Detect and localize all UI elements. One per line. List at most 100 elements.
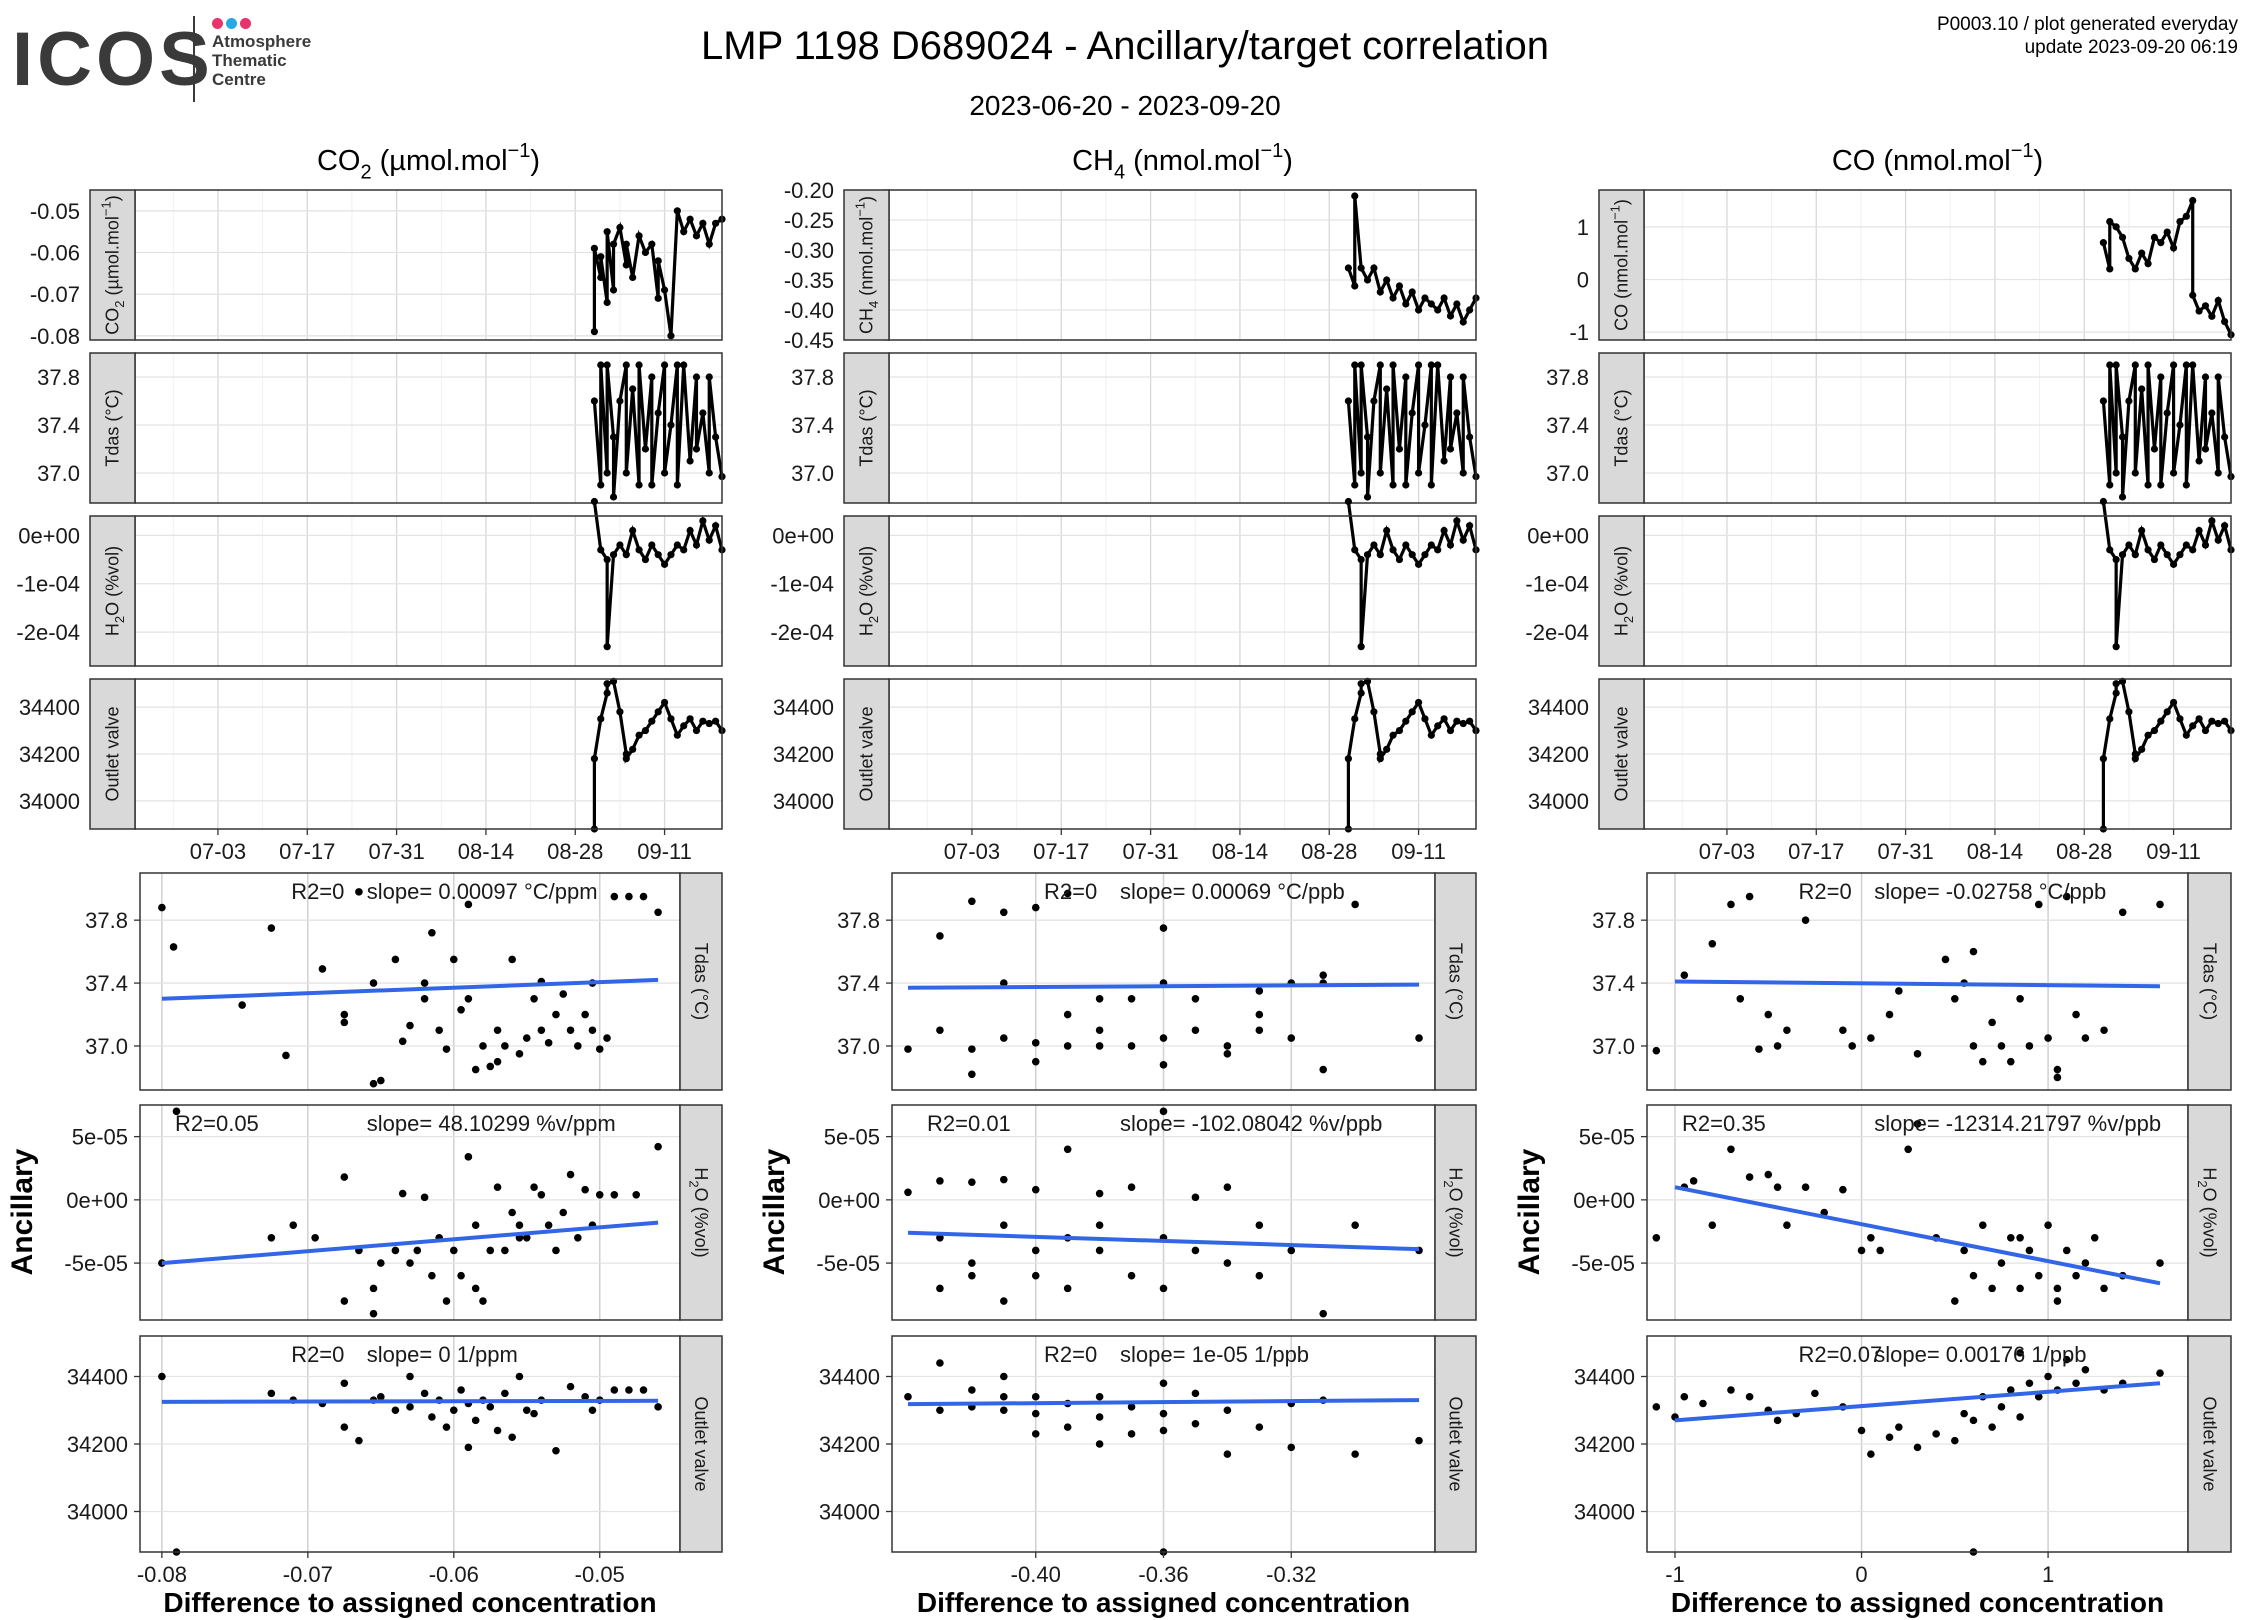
scatter-point [1223, 1050, 1232, 1058]
scatter-point [471, 1221, 480, 1229]
series-point [1408, 288, 1416, 296]
series-point [2163, 409, 2171, 417]
scatter-point [2156, 900, 2164, 909]
scatter-point [2081, 1365, 2090, 1374]
series-point [1459, 536, 1467, 544]
series-point [1427, 300, 1435, 308]
timeseries-panel-0-0: -0.08 -0.07 -0.06 -0.05 CO2​ (µmol.mol−1​) [30, 189, 726, 349]
series-point [712, 219, 720, 227]
series-point [2208, 517, 2216, 525]
scatter-point [435, 1026, 443, 1035]
r2-annotation: R2=0 [291, 879, 344, 904]
scatter-point [1095, 994, 1104, 1003]
y-tick-label: 0e+00 [66, 1188, 128, 1213]
series-point [1344, 397, 1352, 405]
logo-divider [193, 16, 195, 102]
scatter-point [1127, 1271, 1136, 1280]
y-tick-label: 37.4 [837, 971, 880, 996]
scatter-point [1063, 1010, 1072, 1019]
timeseries-column-1: -0.45 -0.40 -0.35 -0.30 -0.25 -0.20 CH4​ (nmol… [770, 178, 1480, 864]
series-point [2201, 726, 2210, 735]
series-point [692, 232, 701, 240]
scatter-point [158, 1372, 166, 1381]
series-point [1427, 481, 1435, 489]
scatter-point [501, 1389, 509, 1398]
series-point [1344, 497, 1352, 506]
y-tick-label: -0.30 [784, 238, 834, 263]
scatter-point [464, 1153, 473, 1161]
scatter-point [2118, 908, 2127, 917]
scatter-point [1783, 1221, 1791, 1229]
panel-background [135, 516, 722, 666]
series-point [654, 551, 662, 559]
series-point [2144, 546, 2152, 554]
y-tick-label: -2e-04 [770, 620, 834, 645]
scatter-point [420, 1389, 429, 1398]
scatter-point [625, 892, 633, 901]
series-point [641, 726, 650, 735]
series-point [1370, 708, 1378, 716]
panel-background [140, 1105, 680, 1320]
scatter-column-1: 37.0 37.4 37.8 R2=0 slope= 0.00069 °C/ppb Tda… [758, 872, 1477, 1618]
series-point [609, 493, 618, 501]
series-point [2138, 526, 2146, 535]
scatter-point [1736, 994, 1745, 1003]
scatter-point [2016, 994, 2024, 1003]
scatter-point [413, 1246, 422, 1255]
strip-box [679, 1104, 723, 1321]
series-point [712, 522, 720, 530]
scatter-point [1857, 1426, 1866, 1435]
series-point [1402, 717, 1410, 725]
series-point [616, 708, 624, 716]
slope-annotation: slope= 48.10299 %v/ppm [367, 1111, 616, 1136]
y-tick-label: -2e-04 [16, 620, 80, 645]
series-point [1402, 481, 1410, 489]
logo-dots [212, 16, 251, 34]
series-point [686, 457, 694, 465]
scatter-point [552, 1246, 560, 1255]
scatter-point [508, 1433, 516, 1442]
series-point [2118, 433, 2127, 441]
scatter-point [1031, 1057, 1040, 1066]
series-point [1376, 755, 1384, 763]
series-point [2189, 546, 2197, 554]
series-point [2182, 361, 2190, 369]
scatter-point [369, 1309, 378, 1318]
scatter-point [1159, 1034, 1168, 1042]
series-point [673, 731, 681, 739]
series-point [1440, 715, 1448, 723]
scatter-point [238, 1001, 246, 1009]
series-line [1346, 195, 1478, 326]
scatter-point [1699, 1399, 1707, 1408]
scatter-point [1415, 1436, 1423, 1445]
scatter-point [2044, 1221, 2052, 1229]
x-axis-title: Difference to assigned concentration [163, 1587, 656, 1618]
series-point [629, 526, 637, 535]
series-point [1383, 385, 1391, 393]
scatter-point [904, 1392, 912, 1401]
scatter-point [1287, 1443, 1296, 1452]
strip-label: H2​O (%vol) [103, 546, 127, 636]
series-point [2099, 239, 2107, 247]
strip-box [1598, 678, 1645, 830]
logo-dot-2 [226, 18, 237, 29]
y-tick-label: -0.40 [784, 298, 834, 323]
x-tick-label: -0.07 [283, 1562, 333, 1587]
scatter-point [169, 943, 178, 951]
scatter-point [2072, 1379, 2080, 1388]
scatter-point [2016, 1349, 2024, 1357]
y-tick-label: 5e-05 [72, 1125, 128, 1150]
series-point [2112, 689, 2120, 697]
series-point [2106, 361, 2114, 369]
r2-annotation: R2=0.35 [1682, 1111, 1766, 1136]
series-point [1395, 555, 1404, 564]
timeseries-panel-1-1: 37.0 37.4 37.8 Tdas (°C) [791, 352, 1480, 504]
series-point [2169, 469, 2178, 477]
scatter-point [588, 1026, 597, 1035]
y-tick-label: 34000 [819, 1500, 880, 1525]
scatter-point [2053, 1073, 2062, 1082]
y-tick-label: -0.06 [30, 241, 80, 266]
series-point [1376, 469, 1384, 477]
panel-background [1644, 516, 2231, 666]
timeseries-column-0: -0.08 -0.07 -0.06 -0.05 CO2​ (µmol.mol−1​) 37… [16, 189, 726, 864]
